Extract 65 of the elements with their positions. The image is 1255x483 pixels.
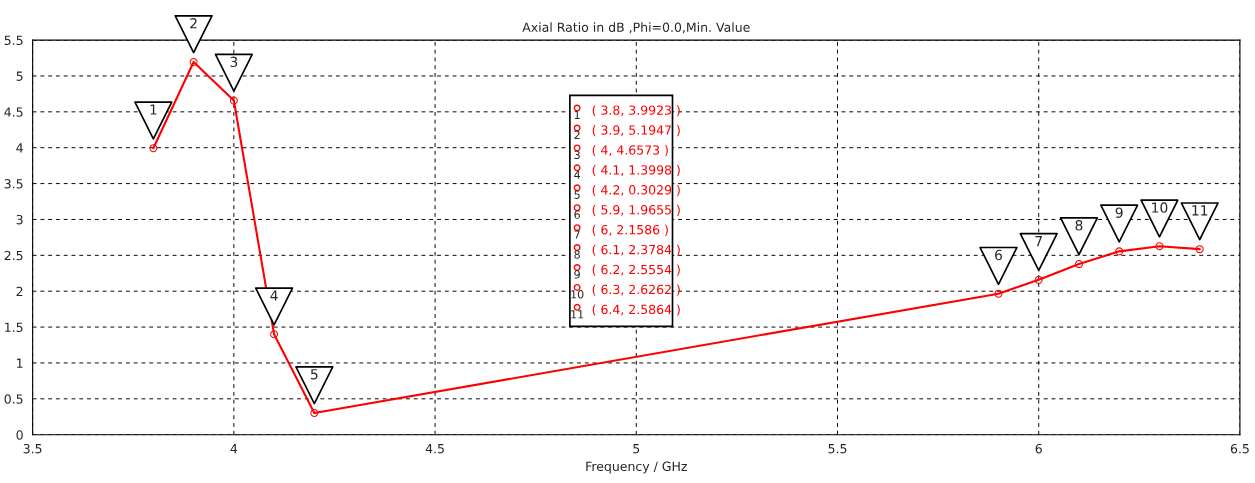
annotation: 7 [1035,236,1042,247]
point [1074,260,1083,269]
annotation: 11 [1192,205,1208,216]
annotation: ( 4, 4.6573 ) [592,145,668,157]
point [189,58,198,66]
annotation: 4 [270,290,278,301]
text: 4 [574,170,581,179]
y-tick-label: 4 [16,143,23,153]
point [149,144,158,153]
text: 11 [571,310,584,319]
text: 6 [574,210,580,219]
annotation: ( 3.9, 5.1947 ) [592,125,680,137]
annotation: 9 [1115,207,1123,218]
x-tick-label: 4.5 [425,444,444,454]
annotation: ( 6.3, 2.6262 ) [592,284,680,296]
text: 10 [571,290,584,299]
y-tick-label: 3.5 [4,179,23,189]
annotation: 10 [1152,202,1168,213]
y-tick-label: 1.5 [5,322,23,333]
text: 3 [574,150,580,160]
annotation: ( 4.1, 1.3998 ) [592,164,680,177]
point [1155,242,1164,251]
chart-title: Axial Ratio in dB ,Phi=0.0,Min. Value [522,22,750,34]
text: 2 [574,130,580,139]
point [1115,247,1124,256]
annotation: ( 3.8, 3.9923 ) [592,105,680,117]
y-tick-label: 0 [16,430,23,440]
annotation: ( 6.4, 2.5864 ) [592,304,680,316]
y-tick-label: 3 [16,214,23,225]
x-tick-label: 6.5 [1230,443,1249,454]
annotation: ( 6.2, 2.5554 ) [592,264,680,276]
x-tick-label: 5 [633,444,640,454]
text: 1 [574,110,580,120]
x-axis-title: Frequency / GHz [586,461,687,474]
x-tick-label: 6 [1035,443,1042,454]
text: 7 [574,230,580,239]
annotation: 2 [190,18,197,29]
annotation: 8 [1075,220,1083,231]
annotation: ( 5.9, 1.9655 ) [592,204,680,216]
y-tick-label: 2.5 [4,250,23,261]
x-tick-label: 4 [230,444,238,454]
annotation: 6 [995,249,1003,261]
text: 9 [574,270,580,279]
point [310,408,319,417]
y-tick-label: 1 [17,358,23,368]
y-tick-label: 0.5 [4,394,23,404]
x-tick-label: 3.5 [23,443,42,454]
y-tick-label: 5 [16,71,23,81]
text: 5 [574,190,580,199]
point [270,330,279,339]
annotation: ( 6.1, 2.3784 ) [592,244,680,256]
point [1195,245,1204,254]
annotation: 3 [230,56,238,68]
point [1034,275,1043,284]
y-tick-label: 4.5 [4,107,23,117]
annotation: ( 6, 2.1586 ) [592,224,668,236]
y-tick-label: 2 [16,286,23,296]
point [229,96,238,105]
annotation: ( 4.2, 0.3029 ) [592,184,680,197]
annotation: 5 [310,369,318,380]
point [994,289,1003,298]
annotation: 1 [150,104,157,115]
text: 8 [574,250,580,259]
y-tick-label: 5.5 [4,35,23,46]
x-tick-label: 5.5 [828,444,847,454]
